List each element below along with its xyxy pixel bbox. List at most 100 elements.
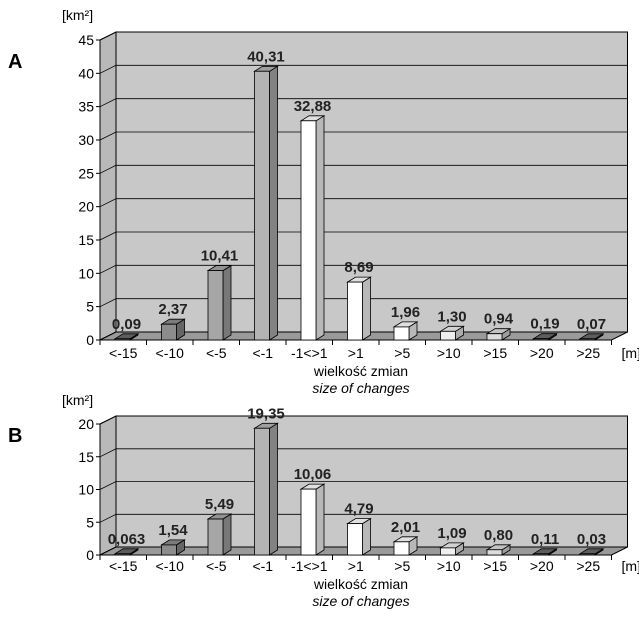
- x-category-label: >25: [576, 558, 600, 574]
- x-axis-subtitle: size of changes: [312, 380, 409, 396]
- bar: [162, 319, 185, 340]
- x-category-label: <-15: [109, 558, 138, 574]
- bar-front: [301, 489, 316, 555]
- bar: [394, 322, 417, 340]
- bar-value-label: 0,09: [112, 316, 141, 333]
- bar-front: [208, 519, 223, 555]
- y-tick-label: 10: [78, 265, 94, 281]
- bar: [208, 514, 231, 555]
- bar-value-label: 0,19: [530, 316, 559, 333]
- bar-side: [363, 519, 371, 555]
- bar-front: [348, 282, 363, 340]
- bar-value-label: 1,09: [437, 525, 466, 542]
- y-axis-unit: [km²]: [62, 392, 93, 408]
- bar-value-label: 19,35: [247, 405, 285, 422]
- plot-back-wall: [116, 32, 628, 332]
- bar-side: [270, 423, 278, 555]
- bar: [301, 116, 324, 340]
- y-tick-label: 0: [86, 547, 94, 563]
- bar-value-label: 2,37: [158, 301, 187, 318]
- bar: [255, 66, 278, 340]
- bar-front: [441, 548, 456, 555]
- x-category-label: <-5: [206, 558, 227, 574]
- bar-value-label: 1,30: [437, 308, 466, 325]
- y-axis-unit: [km²]: [62, 7, 93, 23]
- y-tick-label: 5: [86, 514, 94, 530]
- bar-front: [301, 121, 316, 340]
- x-axis-subtitle: size of changes: [312, 593, 409, 609]
- x-category-label: -1<>1: [291, 345, 328, 361]
- bar-side: [316, 116, 324, 340]
- bar-value-label: 5,49: [205, 496, 234, 513]
- bar: [255, 423, 278, 555]
- bar-front: [394, 327, 409, 340]
- x-category-label: >25: [576, 345, 600, 361]
- bar-front: [162, 545, 177, 555]
- x-category-label: >10: [437, 558, 461, 574]
- x-category-label: <-15: [109, 345, 138, 361]
- x-axis-unit: [m]: [622, 345, 639, 361]
- x-category-label: >15: [483, 345, 507, 361]
- bar-front: [534, 554, 549, 555]
- chart-panel-a: 0510152025303540450,092,3710,4140,3132,8…: [8, 7, 639, 396]
- x-category-label: >20: [530, 558, 554, 574]
- bar-side: [223, 514, 231, 555]
- bar-side: [363, 277, 371, 340]
- bar-front: [348, 524, 363, 555]
- bar-front: [115, 554, 130, 555]
- x-category-label: >5: [394, 558, 410, 574]
- bar-value-label: 32,88: [294, 98, 332, 115]
- bar: [301, 484, 324, 555]
- x-category-label: >20: [530, 345, 554, 361]
- bar-front: [441, 331, 456, 340]
- bar-front: [487, 334, 502, 340]
- bar-front: [394, 542, 409, 555]
- bar-value-label: 0,80: [484, 527, 513, 544]
- plot-side-wall: [100, 32, 116, 340]
- x-category-label: <-10: [156, 558, 185, 574]
- x-category-label: >1: [348, 558, 364, 574]
- bar: [348, 519, 371, 555]
- panel-letter: B: [8, 425, 22, 447]
- y-tick-label: 20: [78, 416, 94, 432]
- bar-value-label: 0,94: [484, 311, 514, 328]
- y-tick-label: 0: [86, 332, 94, 348]
- y-tick-label: 5: [86, 299, 94, 315]
- bar-front: [534, 339, 549, 340]
- y-tick-label: 40: [78, 65, 94, 81]
- panel-letter: A: [8, 51, 22, 73]
- y-tick-label: 10: [78, 482, 94, 498]
- bar: [394, 537, 417, 555]
- bar-side: [316, 484, 324, 555]
- bar-value-label: 4,79: [344, 501, 373, 518]
- x-category-label: <-1: [252, 345, 273, 361]
- y-tick-label: 45: [78, 32, 94, 48]
- x-category-label: <-1: [252, 558, 273, 574]
- x-category-label: >1: [348, 345, 364, 361]
- bar-side: [223, 266, 231, 340]
- bar-front: [208, 271, 223, 340]
- x-axis-title: wielkość zmian: [313, 576, 408, 592]
- bar-value-label: 0,063: [108, 531, 146, 548]
- bar-value-label: 8,69: [344, 259, 373, 276]
- bar-value-label: 0,07: [577, 316, 606, 333]
- x-category-label: >5: [394, 345, 410, 361]
- bar-value-label: 1,54: [158, 522, 188, 539]
- x-category-label: -1<>1: [291, 558, 328, 574]
- x-category-label: >15: [483, 558, 507, 574]
- bar-front: [255, 428, 270, 555]
- x-category-label: <-5: [206, 345, 227, 361]
- bar-value-label: 1,96: [391, 304, 420, 321]
- bar-side: [270, 66, 278, 340]
- y-tick-label: 15: [78, 449, 94, 465]
- x-category-label: <-10: [156, 345, 185, 361]
- y-tick-label: 25: [78, 165, 94, 181]
- bar-value-label: 0,03: [577, 531, 606, 548]
- x-category-label: >10: [437, 345, 461, 361]
- y-tick-label: 30: [78, 132, 94, 148]
- bar-value-label: 10,41: [201, 248, 239, 265]
- bar-front: [115, 339, 130, 340]
- y-tick-label: 20: [78, 199, 94, 215]
- bar-value-label: 2,01: [391, 519, 420, 536]
